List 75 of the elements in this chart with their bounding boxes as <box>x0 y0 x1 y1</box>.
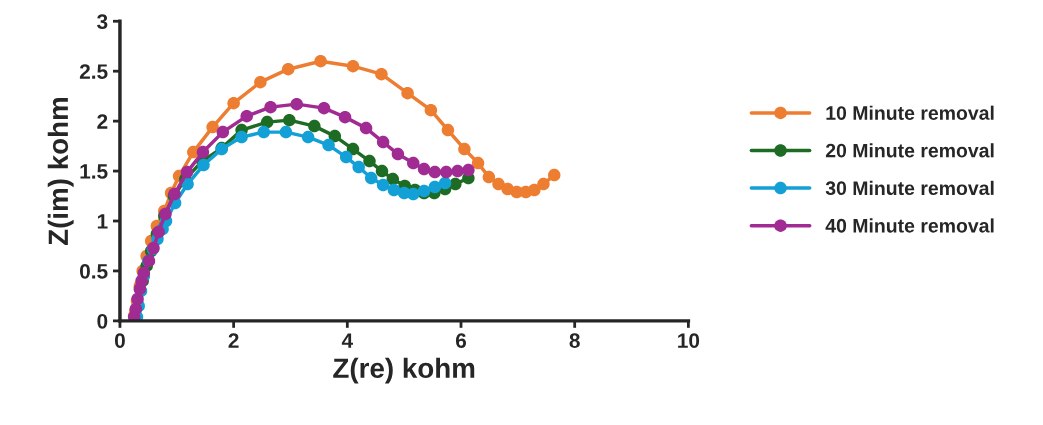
point <box>386 172 400 186</box>
point <box>417 162 431 176</box>
point <box>283 113 296 127</box>
point <box>181 177 194 191</box>
x-tick-label: 0 <box>114 333 125 348</box>
x-tick-label: 6 <box>455 333 467 348</box>
x-tick-label: 2 <box>228 333 239 348</box>
point <box>364 171 378 185</box>
point <box>197 158 210 172</box>
point <box>317 101 331 115</box>
y-tick-label: 3 <box>97 14 108 30</box>
y-axis-title: Z(im) kohm <box>47 97 74 246</box>
point <box>227 96 240 110</box>
point <box>547 168 561 182</box>
y-tick-label: 1.5 <box>80 164 108 179</box>
point <box>407 187 420 201</box>
legend-label: 30 Minute removal <box>825 180 994 196</box>
point <box>376 135 390 149</box>
point <box>359 121 373 135</box>
point <box>260 115 274 129</box>
point <box>439 165 453 179</box>
point <box>401 86 414 100</box>
point <box>462 163 475 177</box>
point <box>196 145 210 159</box>
point <box>338 110 352 124</box>
point <box>346 142 360 156</box>
point <box>376 178 390 192</box>
point <box>257 125 271 139</box>
point <box>428 165 442 179</box>
point <box>391 147 405 161</box>
x-tick-label: 10 <box>678 333 700 348</box>
point <box>281 62 295 76</box>
point <box>428 180 442 194</box>
point <box>301 130 315 144</box>
point <box>339 150 353 164</box>
legend-label: 10 Minute removal <box>826 105 994 120</box>
point <box>458 142 471 156</box>
point <box>352 160 365 174</box>
point <box>290 97 303 111</box>
x-axis-title: Z(re) kohm <box>333 357 475 384</box>
point <box>279 125 293 139</box>
legend-label: 20 Minute removal <box>825 143 994 158</box>
point <box>216 125 230 139</box>
x-tick-label: 8 <box>569 333 580 348</box>
point <box>314 54 327 68</box>
x-tick-label: 4 <box>341 333 353 348</box>
point <box>235 130 248 144</box>
legend-label: 40 Minute removal <box>825 218 994 233</box>
y-tick-label: 2.5 <box>79 64 108 79</box>
point <box>375 67 388 81</box>
point <box>482 170 496 184</box>
point <box>363 154 376 168</box>
point <box>471 156 485 170</box>
point <box>180 165 194 179</box>
y-tick-label: 0 <box>97 313 108 329</box>
point <box>438 176 452 190</box>
point <box>346 59 360 73</box>
point <box>206 120 219 134</box>
point <box>451 164 464 178</box>
y-tick-label: 0.5 <box>80 263 108 279</box>
point <box>537 177 550 191</box>
y-tick-label: 2 <box>97 114 108 129</box>
point <box>441 123 455 137</box>
point <box>328 129 342 143</box>
point <box>424 103 438 117</box>
point <box>240 109 253 123</box>
y-tick-label: 1 <box>97 214 108 229</box>
point <box>264 100 277 114</box>
point <box>387 183 401 197</box>
point <box>407 156 420 170</box>
point <box>254 75 267 89</box>
point <box>308 119 321 133</box>
point <box>528 183 541 197</box>
point <box>375 164 389 178</box>
point <box>322 138 335 152</box>
